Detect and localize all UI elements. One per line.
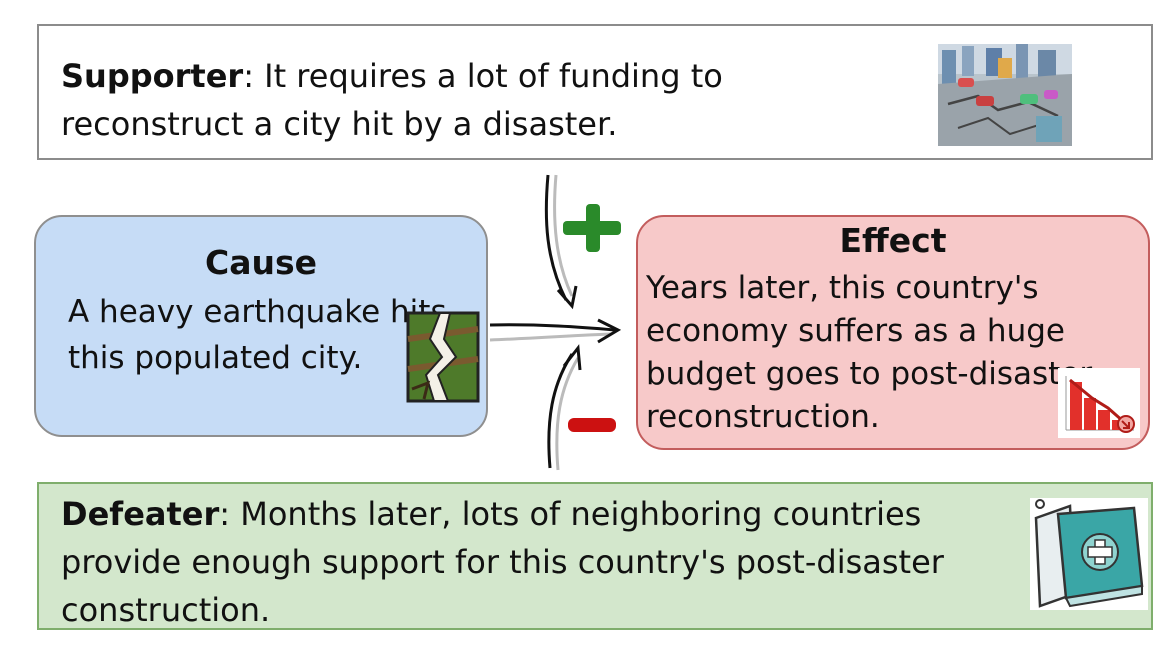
supporter-text: : It requires a lot of funding to recons… (61, 57, 723, 143)
minus-sign (568, 418, 616, 432)
defeater-label: Defeater (61, 495, 220, 533)
city-disaster-icon (938, 44, 1072, 146)
medical-kit-icon (1030, 498, 1148, 610)
effect-box: Effect Years later, this country's econo… (636, 215, 1150, 450)
effect-title: Effect (839, 221, 947, 260)
supporter-label: Supporter (61, 57, 244, 95)
defeater-paragraph: Defeater: Months later, lots of neighbor… (61, 490, 1021, 634)
plus-sign (563, 204, 621, 252)
effect-text: Years later, this country's economy suff… (646, 270, 1093, 435)
defeater-box: Defeater: Months later, lots of neighbor… (37, 482, 1153, 630)
defeater-text: : Months later, lots of neighboring coun… (61, 495, 944, 629)
cause-title: Cause (204, 243, 317, 282)
supporter-arrow (544, 174, 568, 301)
cause-effect-arrow (489, 323, 616, 332)
supporter-paragraph: Supporter: It requires a lot of funding … (61, 52, 881, 148)
declining-chart-icon (1058, 368, 1140, 438)
cause-text: A heavy earthquake hits this populated c… (68, 294, 447, 376)
earthquake-icon (406, 311, 480, 403)
